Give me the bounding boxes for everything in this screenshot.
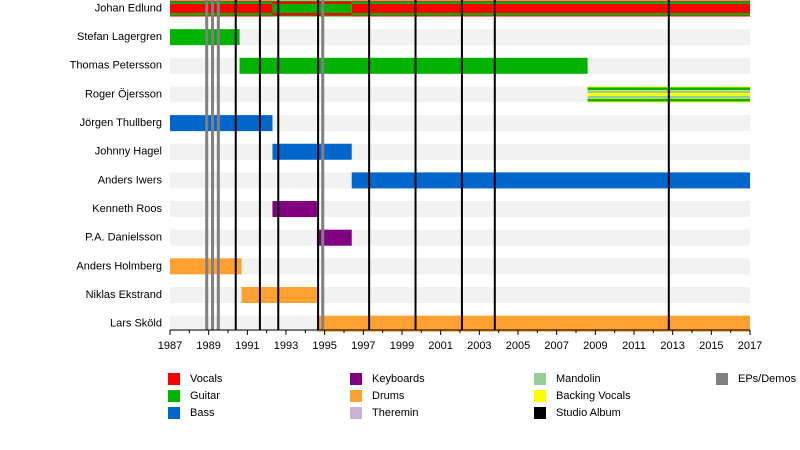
legend-swatch (168, 373, 180, 385)
legend-label: EPs/Demos (738, 373, 797, 385)
member-name: Kenneth Roos (92, 203, 162, 215)
role-bar (239, 57, 588, 74)
role-bar (170, 115, 273, 132)
x-tick-label: 1991 (235, 340, 259, 352)
row-band (170, 229, 750, 246)
x-tick-label: 1997 (351, 340, 375, 352)
member-name: Jörgen Thullberg (80, 117, 162, 129)
legend-swatch (168, 390, 180, 402)
legend-label: Studio Album (556, 407, 621, 419)
legend-label: Bass (190, 407, 215, 419)
x-tick-label: 1987 (158, 340, 182, 352)
legend-swatch (350, 373, 362, 385)
legend-swatch (350, 390, 362, 402)
role-bar (170, 0, 273, 17)
x-tick-label: 2013 (660, 340, 684, 352)
x-tick-label: 2001 (428, 340, 452, 352)
role-bar (316, 315, 750, 332)
member-name: Anders Holmberg (76, 260, 162, 272)
member-name: Roger Öjersson (85, 88, 162, 100)
x-tick-label: 1989 (196, 340, 220, 352)
legend-swatch (716, 373, 728, 385)
x-tick-label: 2003 (467, 340, 491, 352)
member-name: Anders Iwers (98, 174, 163, 186)
member-name: Lars Sköld (110, 318, 162, 330)
legend-swatch (168, 407, 180, 419)
role-stripe (170, 13, 273, 16)
x-tick-label: 2011 (622, 340, 646, 352)
role-bar (272, 143, 352, 160)
member-name: Johnny Hagel (95, 146, 162, 158)
x-tick-label: 2007 (544, 340, 568, 352)
role-bar (272, 201, 317, 218)
legend-label: Vocals (190, 373, 223, 385)
role-bar (170, 29, 240, 46)
role-bar (272, 0, 352, 17)
role-stripe (272, 1, 352, 4)
role-stripe (351, 1, 750, 4)
member-name: Johan Edlund (95, 2, 162, 14)
row-band (170, 115, 750, 132)
row-band (170, 258, 750, 275)
member-name: Stefan Lagergren (77, 31, 162, 43)
x-tick-label: 2017 (738, 340, 762, 352)
legend-label: Backing Vocals (556, 390, 631, 402)
legend-swatch (350, 407, 362, 419)
role-bar (316, 229, 352, 246)
legend-label: Drums (372, 390, 405, 402)
role-stripe (351, 13, 750, 16)
row-band (170, 201, 750, 218)
x-tick-label: 1995 (312, 340, 336, 352)
row-band (170, 143, 750, 160)
role-bar (351, 0, 750, 17)
legend-label: Keyboards (372, 373, 425, 385)
member-name: Niklas Ekstrand (86, 289, 162, 301)
member-name: Thomas Petersson (70, 60, 162, 72)
legend-swatch (534, 373, 546, 385)
role-stripe (272, 13, 352, 16)
x-tick-label: 2009 (583, 340, 607, 352)
row-band (170, 29, 750, 46)
role-bar (351, 172, 750, 189)
member-name: P.A. Danielsson (85, 232, 162, 244)
role-stripe (170, 1, 273, 4)
x-tick-label: 1993 (274, 340, 298, 352)
legend-swatch (534, 390, 546, 402)
legend-label: Theremin (372, 407, 418, 419)
legend-swatch (534, 407, 546, 419)
legend-label: Mandolin (556, 373, 601, 385)
x-tick-label: 2015 (699, 340, 723, 352)
x-tick-label: 2005 (506, 340, 530, 352)
legend-label: Guitar (190, 390, 220, 402)
x-tick-label: 1999 (390, 340, 414, 352)
